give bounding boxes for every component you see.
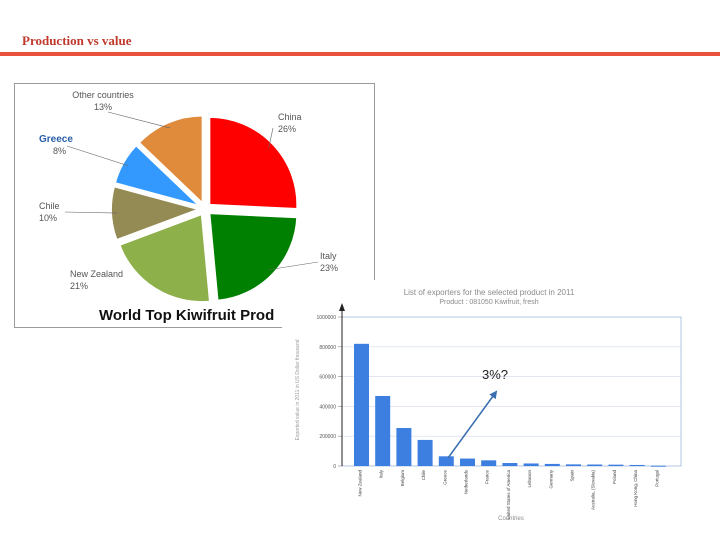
pie-label-greece: Greece [39,134,73,145]
bar-chile [417,439,433,466]
bar-chart-subtitle: Product : 081050 Kiwifruit, fresh [439,299,538,306]
bar-france [481,460,497,466]
pie-leader-china [268,127,274,149]
pie-slice-china [208,115,299,211]
bar-category-label-lebanon: Lebanon [527,470,532,488]
pie-slice-greece [113,143,201,208]
bar-ytick-label: 800000 [319,345,336,351]
bar-ytick-label: 200000 [319,434,336,440]
bar-category-label-united-states-of-america: United States of America [506,470,511,520]
pie-chart: China 26% Italy 23% New Zealand 21% Chile 10% Gr… [39,90,338,324]
pie-leader-italy [268,261,319,271]
bar-hong-kong-china [629,464,645,466]
bar-spain [566,464,581,466]
pie-value-chile: 10% [39,213,57,223]
bar-ytick-label: 0 [333,464,336,470]
bar-greece [438,456,454,466]
bar-chart-ylabel: Exported value in 2011 in US Dollar thou… [295,339,301,440]
pie-label-chile: Chile [39,201,60,211]
title-divider [0,52,720,56]
bar-category-label-chile: Chile [421,470,426,481]
bar-plot-frame [341,316,682,467]
bar-category-label-spain: Spain [570,470,575,482]
bar-ytick-label: 1000000 [317,315,337,321]
bar-new-zealand [354,343,369,466]
pie-value-other-countries: 13% [94,102,112,112]
pie-slice-other-countries [137,114,204,206]
bar-australia-slovakia [587,464,603,466]
bar-category-label-greece: Greece [442,470,447,485]
bar-belgium [396,428,412,466]
pie-label-china: China [278,112,302,122]
bar-category-label-germany: Germany [548,469,553,488]
bar-ytick-label: 400000 [319,404,336,410]
bar-lebanon [523,463,539,466]
bar-category-label-hong-kong-china: Hong Kong, China [633,470,638,507]
pie-slice-new-zealand [118,212,212,304]
bar-category-label-france: France [485,470,490,485]
bar-category-label-netherlands: Netherlands [464,469,469,494]
pie-label-new-zealand: New Zealand [70,269,123,279]
slide-title: Production vs value [22,33,132,48]
pie-slice-italy [208,212,299,302]
bar-united-states-of-america [502,463,518,466]
bar-category-label-italy: Italy [379,469,384,478]
bar-poland [608,464,624,466]
bar-category-label-australia-slovakia: Australia, (Slovakia) [591,469,596,510]
pie-leader-greece [66,145,129,167]
bar-ytick-label: 600000 [319,375,336,381]
bar-chart-title: List of exporters for the selected produ… [404,288,575,297]
bar-y-axis-arrow [339,303,345,311]
annotation-label: 3%? [482,367,509,382]
pie-chart-title: World Top Kiwifruit Prod [99,307,274,324]
pie-value-new-zealand: 21% [70,281,88,291]
pie-value-china: 26% [278,124,296,134]
bar-chart: List of exporters for the selected produ… [295,288,682,522]
pie-chart-panel: China 26% Italy 23% New Zealand 21% Chile 10% Gr… [14,83,375,328]
pie-value-greece: 8% [53,146,66,156]
bar-portugal [650,465,666,467]
pie-leader-chile [64,211,118,214]
bar-netherlands [460,458,475,466]
bar-category-label-new-zealand: New Zealand [358,470,363,497]
bar-category-label-portugal: Portugal [654,470,659,487]
pie-leader-other-countries [107,111,171,129]
pie-label-italy: Italy [320,251,337,261]
pie-value-italy: 23% [320,263,338,273]
pie-slice-chile [110,185,203,242]
bar-germany [544,463,560,466]
bar-chart-panel: List of exporters for the selected produ… [282,280,692,530]
bar-chart-xlabel: Countries [498,516,524,522]
bar-italy [375,395,391,466]
bar-category-label-belgium: Belgium [400,470,405,487]
pie-label-other-countries: Other countries [72,90,134,100]
bar-category-label-poland: Poland [612,470,617,485]
